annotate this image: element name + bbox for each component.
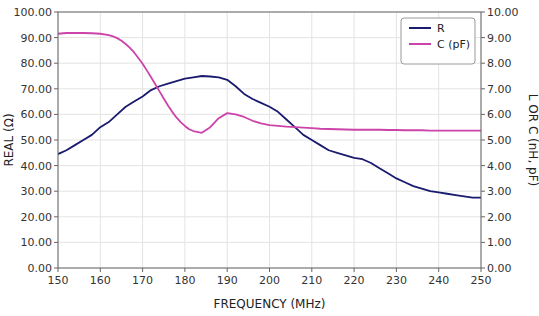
x-tick-label: 250 <box>471 274 492 287</box>
y2-tick <box>481 216 485 217</box>
x-tick <box>354 268 355 272</box>
y-tick-label: 60.00 <box>21 108 53 121</box>
y2-tick-label: 6.00 <box>487 108 512 121</box>
x-tick <box>269 268 270 272</box>
legend-swatch <box>409 27 431 29</box>
y2-tick-label: 10.00 <box>487 6 519 19</box>
y-grid-line <box>58 242 481 243</box>
y2-tick-label: 1.00 <box>487 236 512 249</box>
plot-frame <box>58 12 481 268</box>
y-grid-line <box>58 191 481 192</box>
legend-box <box>401 18 475 64</box>
y-tick <box>54 216 58 217</box>
x-tick <box>100 268 101 272</box>
y-tick <box>54 88 58 89</box>
y-tick-label: 70.00 <box>21 83 53 96</box>
y-tick-label: 20.00 <box>21 211 53 224</box>
legend-label: C (pF) <box>437 38 470 51</box>
x-tick-label: 230 <box>386 274 407 287</box>
plot-background <box>58 12 481 268</box>
y-tick <box>54 63 58 64</box>
y2-tick-label: 9.00 <box>487 32 512 45</box>
x-tick-label: 150 <box>48 274 69 287</box>
x-tick <box>396 268 397 272</box>
y-tick <box>54 242 58 243</box>
y-grid-line <box>58 140 481 141</box>
x-tick-label: 240 <box>428 274 449 287</box>
y-axis-label: REAL (Ω) <box>2 113 16 166</box>
x-tick <box>58 268 59 272</box>
y-tick <box>54 37 58 38</box>
y-grid-line <box>58 88 481 89</box>
y-grid-line <box>58 114 481 115</box>
legend-swatch <box>409 43 431 45</box>
x-tick-label: 160 <box>90 274 111 287</box>
y2-tick <box>481 242 485 243</box>
y2-tick <box>481 88 485 89</box>
y2-tick <box>481 114 485 115</box>
y-tick-label: 40.00 <box>21 160 53 173</box>
axes: 1501601701801902002102202302402500.0010.… <box>14 6 519 287</box>
y2-axis-label: L OR C (nH, pF) <box>526 94 539 186</box>
y2-tick <box>481 268 485 269</box>
x-axis-label: FREQUENCY (MHz) <box>214 297 326 311</box>
x-tick <box>438 268 439 272</box>
y2-tick <box>481 165 485 166</box>
y-tick-label: 10.00 <box>21 236 53 249</box>
x-tick <box>184 268 185 272</box>
x-tick <box>311 268 312 272</box>
chart: 1501601701801902002102202302402500.0010.… <box>0 0 539 316</box>
y-tick-label: 30.00 <box>21 185 53 198</box>
x-tick-label: 210 <box>301 274 322 287</box>
y-tick-label: 90.00 <box>21 32 53 45</box>
series-line <box>58 76 481 198</box>
y2-tick <box>481 140 485 141</box>
y2-tick <box>481 191 485 192</box>
legend: R C (pF) <box>401 18 475 64</box>
x-tick-label: 200 <box>259 274 280 287</box>
x-tick-label: 190 <box>217 274 238 287</box>
x-tick <box>481 268 482 272</box>
x-tick <box>142 268 143 272</box>
y2-tick-label: 0.00 <box>487 262 512 275</box>
y-grid-line <box>58 165 481 166</box>
y-grid-line <box>58 216 481 217</box>
y2-tick <box>481 63 485 64</box>
x-tick <box>227 268 228 272</box>
y2-tick <box>481 12 485 13</box>
y-tick <box>54 140 58 141</box>
y2-tick-label: 2.00 <box>487 211 512 224</box>
y-tick-label: 80.00 <box>21 57 53 70</box>
y2-tick-label: 8.00 <box>487 57 512 70</box>
x-tick-label: 220 <box>344 274 365 287</box>
y-tick <box>54 12 58 13</box>
y-tick-label: 0.00 <box>28 262 53 275</box>
grid <box>58 12 481 268</box>
y2-tick <box>481 37 485 38</box>
x-tick-label: 170 <box>132 274 153 287</box>
x-tick-label: 180 <box>174 274 195 287</box>
y2-tick-label: 3.00 <box>487 185 512 198</box>
y2-tick-label: 7.00 <box>487 83 512 96</box>
y2-tick-label: 5.00 <box>487 134 512 147</box>
y-tick-label: 50.00 <box>21 134 53 147</box>
y-tick <box>54 268 58 269</box>
y-tick <box>54 191 58 192</box>
y-tick-label: 100.00 <box>14 6 53 19</box>
legend-label: R <box>437 22 445 35</box>
y-tick <box>54 114 58 115</box>
y-tick <box>54 165 58 166</box>
y2-tick-label: 4.00 <box>487 160 512 173</box>
